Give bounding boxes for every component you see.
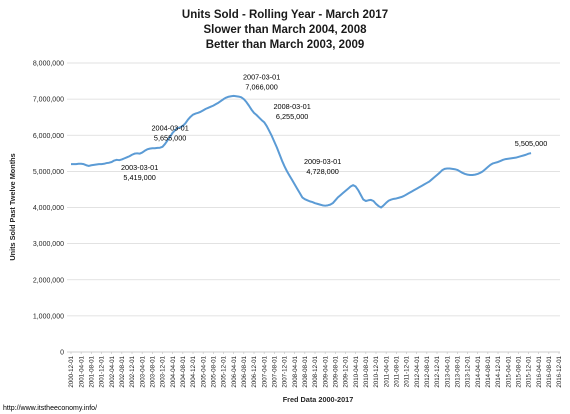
x-tick-label: 2000-12-01: [68, 355, 75, 387]
annotation-date: 2009-03-01: [304, 157, 341, 166]
x-tick-label: 2004-04-01: [170, 355, 177, 387]
x-tick-label: 2014-12-01: [495, 355, 502, 387]
x-tick-label: 2006-08-01: [241, 355, 248, 387]
x-tick-label: 2007-12-01: [282, 355, 289, 387]
annotation-value: 5,655,000: [154, 134, 186, 143]
x-tick-label: 2001-12-01: [99, 355, 106, 387]
chart-title-line-1: Units Sold - Rolling Year - March 2017: [182, 9, 388, 21]
x-tick-label: 2011-04-01: [383, 355, 390, 387]
x-tick-label: 2011-12-01: [404, 355, 411, 387]
annotation-date: 2004-03-01: [151, 124, 188, 133]
x-tick-label: 2016-12-01: [556, 355, 563, 387]
x-tick-label: 2008-04-01: [292, 355, 299, 387]
annotation-value: 6,255,000: [276, 112, 308, 121]
x-tick-label: 2010-08-01: [363, 355, 370, 387]
y-tick-label: 8,000,000: [33, 61, 64, 68]
x-tick-label: 2010-12-01: [373, 355, 380, 387]
y-axis-label: Units Sold Past Twelve Months: [8, 153, 17, 260]
x-tick-label: 2007-04-01: [261, 355, 268, 387]
x-tick-label: 2015-12-01: [526, 355, 533, 387]
x-tick-label: 2002-04-01: [109, 355, 116, 387]
x-tick-label: 2001-08-01: [89, 355, 96, 387]
x-tick-label: 2011-08-01: [394, 355, 401, 387]
y-tick-labels: 0 1,000,000 2,000,000 3,000,000 4,000,000 5,0…: [33, 61, 64, 357]
annotation-date: 2003-03-01: [121, 163, 158, 172]
x-tick-label: 2007-08-01: [272, 355, 279, 387]
x-tick-label: 2006-04-01: [231, 355, 238, 387]
x-tick-label: 2010-04-01: [353, 355, 360, 387]
x-tick-label: 2013-08-01: [455, 355, 462, 387]
x-tick-labels: 2000-12-01 2001-04-01 2001-08-01 2001-12-01…: [68, 352, 563, 388]
x-tick-label: 2013-04-01: [444, 355, 451, 387]
x-tick-label: 2015-08-01: [516, 355, 523, 387]
x-tick-label: 2006-12-01: [251, 355, 258, 387]
y-gridlines: [67, 62, 560, 317]
chart-title-line-3: Better than March 2003, 2009: [206, 39, 365, 51]
y-tick-label: 2,000,000: [33, 277, 64, 284]
x-tick-label: 2012-12-01: [434, 355, 441, 387]
x-tick-label: 2008-12-01: [312, 355, 319, 387]
x-tick-label: 2005-04-01: [200, 355, 207, 387]
annotations: 2003-03-015,419,000 2004-03-015,655,000 20…: [121, 73, 547, 182]
x-axis-label: Fred Data 2000-2017: [283, 395, 354, 404]
x-tick-label: 2012-08-01: [424, 355, 431, 387]
annotation-date: 2007-03-01: [243, 73, 280, 82]
x-tick-label: 2004-08-01: [180, 355, 187, 387]
y-tick-label: 5,000,000: [33, 169, 64, 176]
x-tick-label: 2016-04-01: [536, 355, 543, 387]
series-line: [71, 94, 532, 209]
chart-title-line-2: Slower than March 2004, 2008: [204, 24, 368, 36]
x-tick-label: 2003-12-01: [160, 355, 167, 387]
x-tick-label: 2001-04-01: [78, 355, 85, 387]
x-tick-label: 2002-08-01: [119, 355, 126, 387]
annotation-value: 4,728,000: [306, 167, 338, 176]
x-tick-label: 2016-08-01: [546, 355, 553, 387]
x-tick-label: 2013-12-01: [465, 355, 472, 387]
x-tick-label: 2009-04-01: [322, 355, 329, 387]
x-tick-label: 2002-12-01: [129, 355, 136, 387]
x-tick-label: 2005-12-01: [221, 355, 228, 387]
annotation-value: 5,419,000: [123, 173, 155, 182]
y-tick-label: 6,000,000: [33, 133, 64, 140]
x-tick-label: 2015-04-01: [505, 355, 512, 387]
y-tick-label: 7,000,000: [33, 97, 64, 104]
annotation-value: 5,505,000: [515, 139, 547, 148]
x-tick-label: 2014-08-01: [485, 355, 492, 387]
y-tick-label: 1,000,000: [33, 313, 64, 320]
x-tick-label: 2012-04-01: [414, 355, 421, 387]
y-tick-label: 4,000,000: [33, 205, 64, 212]
source-url: http://www.itstheeconomy.info/: [3, 405, 97, 412]
y-tick-label: 0: [60, 350, 64, 357]
x-tick-label: 2009-12-01: [343, 355, 350, 387]
x-tick-label: 2003-04-01: [139, 355, 146, 387]
x-tick-label: 2005-08-01: [211, 355, 218, 387]
x-tick-label: 2014-04-01: [475, 355, 482, 387]
x-tick-label: 2004-12-01: [190, 355, 197, 387]
x-tick-label: 2003-08-01: [150, 355, 157, 387]
x-tick-label: 2009-08-01: [333, 355, 340, 387]
annotation-date: 2008-03-01: [273, 102, 310, 111]
y-tick-label: 3,000,000: [33, 241, 64, 248]
annotation-value: 7,066,000: [245, 83, 277, 92]
x-tick-label: 2008-08-01: [302, 355, 309, 387]
